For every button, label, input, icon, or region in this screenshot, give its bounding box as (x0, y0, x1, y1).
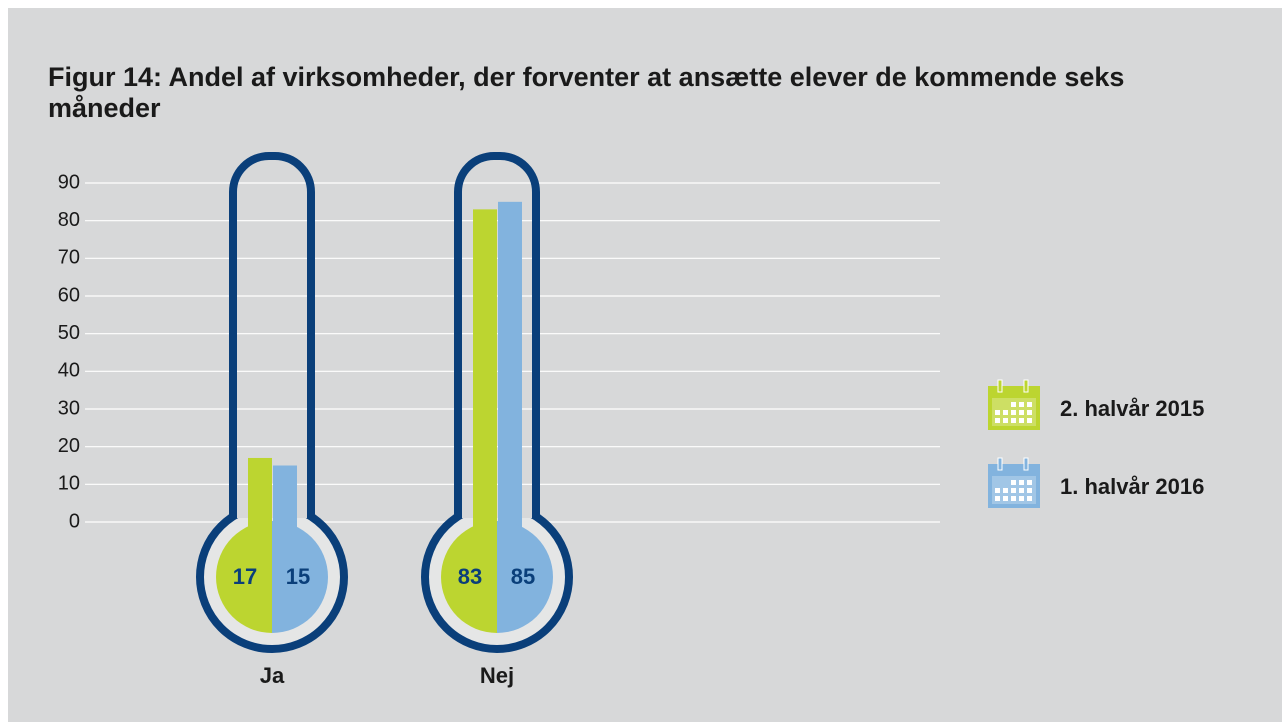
y-tick-label: 30 (58, 397, 80, 419)
legend-icon-cell (1027, 488, 1032, 493)
bar (498, 202, 522, 577)
legend-icon-cell (995, 496, 1000, 501)
legend-icon-ring (998, 380, 1002, 392)
legend-icon-cell (1011, 418, 1016, 423)
legend-icon-cell (1003, 418, 1008, 423)
legend-icon-cell (1011, 410, 1016, 415)
legend-icon-cell (1003, 496, 1008, 501)
value-label: 15 (286, 564, 310, 589)
y-tick-label: 50 (58, 322, 80, 344)
legend-icon-cell (1027, 410, 1032, 415)
y-tick-label: 80 (58, 209, 80, 231)
legend-icon-ring (1024, 458, 1028, 470)
value-label: 83 (458, 564, 482, 589)
legend-icon-cell (1027, 402, 1032, 407)
legend-icon-cell (1011, 402, 1016, 407)
x-tick-label: Nej (480, 663, 514, 688)
y-tick-label: 60 (58, 284, 80, 306)
y-tick-label: 70 (58, 247, 80, 269)
legend-label: 1. halvår 2016 (1060, 474, 1204, 499)
legend-icon-cell (1011, 496, 1016, 501)
legend-icon-ring (1024, 380, 1028, 392)
legend-icon-cell (1027, 480, 1032, 485)
legend-label: 2. halvår 2015 (1060, 396, 1204, 421)
legend-icon-cell (1019, 480, 1024, 485)
y-tick-label: 40 (58, 360, 80, 382)
y-tick-label: 90 (58, 171, 80, 193)
title-box: Figur 14: Andel af virksomheder, der for… (48, 62, 1228, 142)
value-label: 17 (233, 564, 257, 589)
legend-icon-cell (1019, 402, 1024, 407)
y-tick-label: 10 (58, 473, 80, 495)
legend-icon-cell (1011, 488, 1016, 493)
legend-icon-ring (998, 458, 1002, 470)
legend-icon-cell (1019, 488, 1024, 493)
legend-icon-cell (1003, 410, 1008, 415)
legend-icon-cell (1003, 488, 1008, 493)
y-tick-label: 20 (58, 435, 80, 457)
chart-title: Figur 14: Andel af virksomheder, der for… (48, 62, 1228, 124)
legend-icon-cell (1027, 496, 1032, 501)
x-tick-label: Ja (260, 663, 285, 688)
legend-icon-cell (995, 410, 1000, 415)
legend-icon-cell (1011, 480, 1016, 485)
legend-icon-cell (1019, 418, 1024, 423)
legend-icon-cell (1027, 418, 1032, 423)
chart: Figur 14: Andel af virksomheder, der for… (0, 0, 1282, 722)
legend-icon-cell (995, 418, 1000, 423)
legend-icon-cell (1019, 410, 1024, 415)
y-tick-label: 0 (69, 510, 80, 532)
legend-icon-cell (995, 488, 1000, 493)
value-label: 85 (511, 564, 535, 589)
legend-icon-cell (1019, 496, 1024, 501)
